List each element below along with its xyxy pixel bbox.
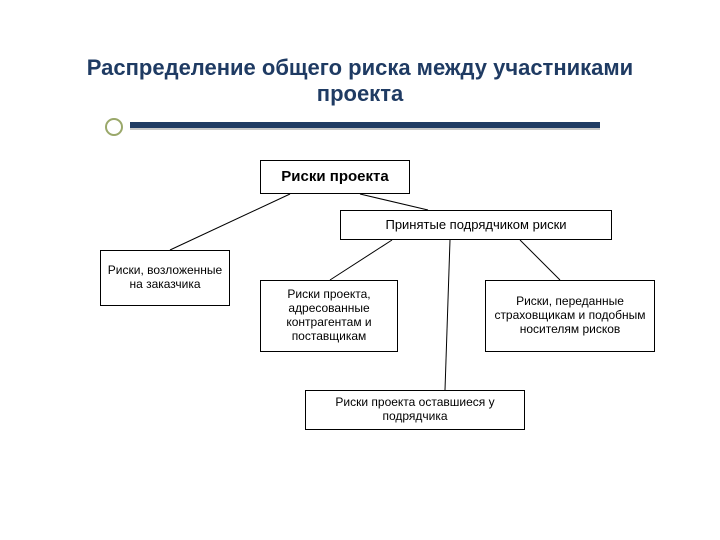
- node-customer: Риски, возложенные на заказчика: [100, 250, 230, 306]
- node-counterparties: Риски проекта, адресованные контрагентам…: [260, 280, 398, 352]
- slide: { "title": { "text": "Распределение обще…: [0, 0, 720, 540]
- node-insurers: Риски, переданные страховщикам и подобны…: [485, 280, 655, 352]
- title-rule-light: [130, 128, 600, 130]
- title-bullet-icon: [105, 118, 123, 136]
- node-root: Риски проекта: [260, 160, 410, 194]
- node-remaining: Риски проекта оставшиеся у подрядчика: [305, 390, 525, 430]
- node-accepted: Принятые подрядчиком риски: [340, 210, 612, 240]
- page-title: Распределение общего риска между участни…: [70, 55, 650, 107]
